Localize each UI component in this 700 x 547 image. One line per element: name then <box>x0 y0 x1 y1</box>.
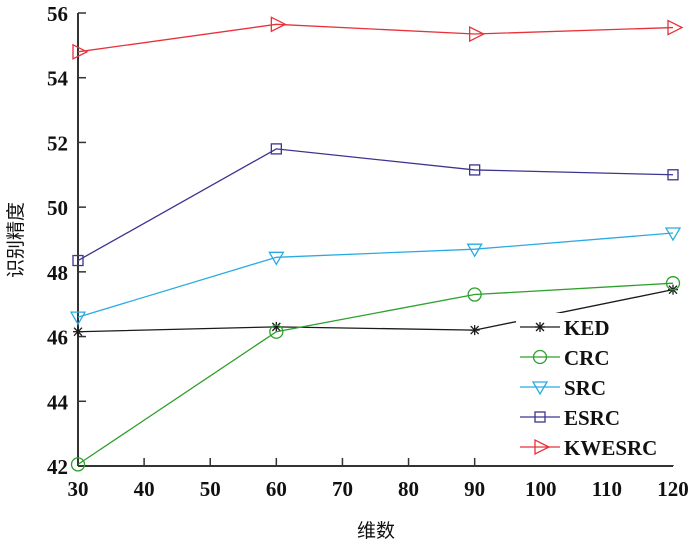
data-point-src <box>268 251 285 266</box>
data-point-ked <box>469 325 480 336</box>
data-point-esrc <box>469 164 481 176</box>
asterisk-stroke <box>470 325 480 335</box>
x-tick-label: 50 <box>200 477 221 501</box>
legend-marker <box>534 411 546 423</box>
data-point-crc <box>70 457 86 472</box>
series-line-esrc <box>77 148 674 262</box>
series-crc <box>70 276 681 472</box>
y-tick-label: 44 <box>47 390 69 414</box>
legend-item-src: SRC <box>520 376 606 400</box>
data-point-crc <box>665 276 681 291</box>
series-line-ked <box>77 289 674 333</box>
y-axis-title: 识别精度 <box>5 202 27 278</box>
series-kwesrc <box>72 16 684 60</box>
data-point-crc <box>467 287 482 302</box>
data-point-kwesrc <box>469 25 486 43</box>
data-point-kwesrc <box>72 43 89 60</box>
x-tick-label: 120 <box>657 477 689 501</box>
x-tick-label: 110 <box>592 477 622 501</box>
legend: KED CRC SRC ESRC KWESRC <box>516 313 694 465</box>
data-point-esrc <box>72 254 84 267</box>
data-point-esrc <box>270 143 282 155</box>
legend-label: KWESRC <box>564 436 657 460</box>
x-tick-label: 90 <box>464 477 485 501</box>
legend-marker <box>532 349 548 365</box>
y-tick-label: 50 <box>47 196 68 220</box>
series-line-kwesrc <box>77 23 674 53</box>
legend-item-crc: CRC <box>520 346 610 370</box>
series-src <box>69 227 682 326</box>
x-tick-label: 100 <box>525 477 557 501</box>
data-point-ked <box>73 326 83 337</box>
y-tick-label: 42 <box>47 455 68 479</box>
data-point-src <box>466 243 483 258</box>
legend-marker <box>534 438 551 456</box>
y-tick-label: 56 <box>47 2 68 26</box>
asterisk-stroke <box>535 322 545 332</box>
asterisk-stroke <box>271 322 281 332</box>
legend-label: ESRC <box>564 406 620 430</box>
asterisk-stroke <box>73 327 83 337</box>
x-axis-title: 维数 <box>357 520 395 542</box>
axes: 42 44 46 48 50 52 54 56 30 40 50 60 70 80 90 100 110 120 <box>47 2 689 501</box>
y-tick-label: 52 <box>47 131 68 155</box>
legend-item-kwesrc: KWESRC <box>520 436 657 460</box>
data-point-src <box>69 311 87 326</box>
y-tick-label: 46 <box>47 326 68 350</box>
x-tick-label: 30 <box>68 477 89 501</box>
legend-label: SRC <box>564 376 606 400</box>
y-tick-label: 54 <box>47 67 69 91</box>
data-point-kwesrc <box>270 16 287 33</box>
series-line-crc <box>77 282 674 465</box>
legend-background <box>516 313 694 465</box>
legend-label: CRC <box>564 346 610 370</box>
legend-item-esrc: ESRC <box>520 406 620 430</box>
legend-item-ked: KED <box>520 316 610 340</box>
legend-marker <box>531 381 549 396</box>
data-point-esrc <box>667 169 679 181</box>
series-ked <box>73 284 678 337</box>
x-tick-label: 80 <box>398 477 419 501</box>
legend-label: KED <box>564 316 610 340</box>
series-group <box>69 16 684 472</box>
y-tick-label: 48 <box>47 261 68 285</box>
series-esrc <box>72 143 679 267</box>
legend-marker <box>535 322 545 332</box>
x-tick-label: 70 <box>332 477 353 501</box>
data-point-crc <box>269 324 284 339</box>
data-point-kwesrc <box>667 19 684 36</box>
x-tick-label: 40 <box>134 477 155 501</box>
series-line-src <box>77 232 674 318</box>
x-tick-label: 60 <box>266 477 287 501</box>
data-point-src <box>664 227 682 242</box>
